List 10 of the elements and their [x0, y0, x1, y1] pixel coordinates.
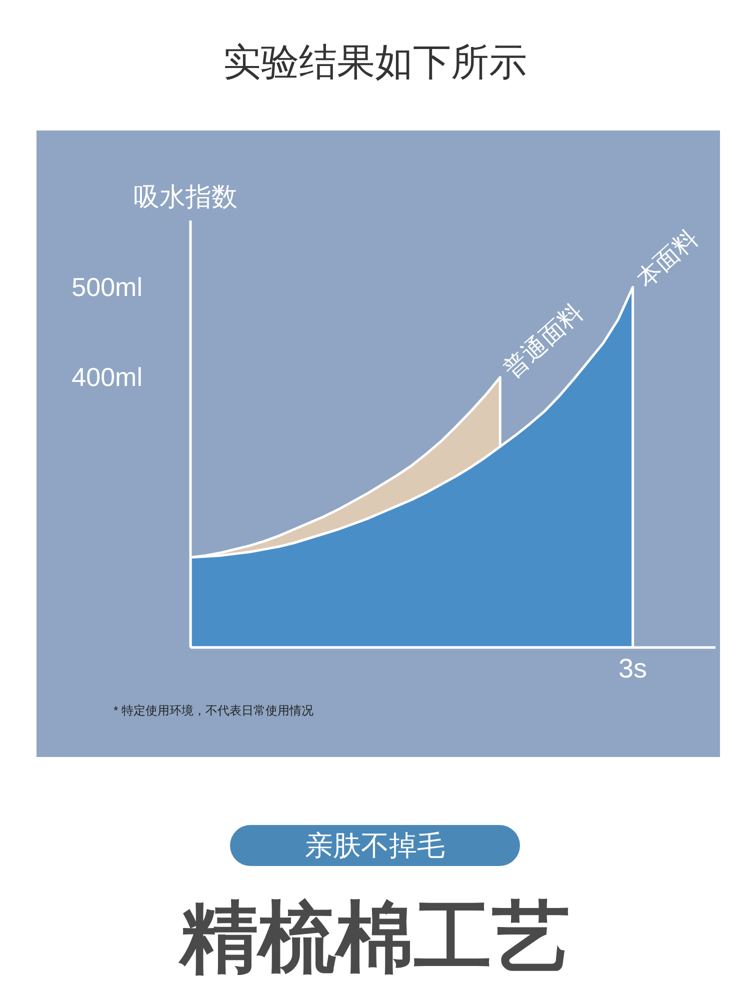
text: 精梳棉工艺: [180, 892, 570, 983]
text: 亲肤不掉毛: [305, 829, 445, 863]
y-axis-title: 吸水指数: [134, 182, 238, 212]
text: * 特定使用环境，不代表日常使用情况: [114, 704, 314, 718]
y-tick-label: 500ml: [72, 272, 143, 302]
text: 本面料: [632, 224, 704, 294]
chart-title: 实验结果如下所示: [223, 41, 527, 86]
x-tick-label: 3s: [618, 654, 648, 684]
text: 普通面料: [499, 298, 588, 384]
y-tick-label: 400ml: [72, 362, 143, 392]
